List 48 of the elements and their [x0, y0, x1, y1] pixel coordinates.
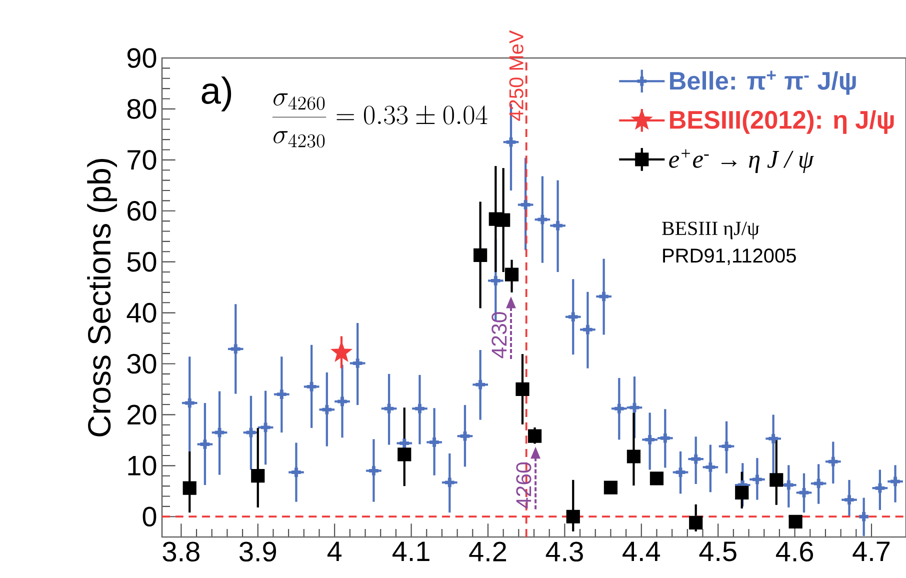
point: [398, 436, 411, 450]
y-tick-label: 0: [142, 506, 156, 527]
y-axis-title: Cross Sections (pb): [87, 159, 117, 436]
y-tick-label: 30: [127, 354, 156, 374]
y-tick-label: 70: [128, 150, 156, 170]
point: [182, 481, 196, 495]
point: [504, 268, 519, 282]
y-tick-label: 50: [127, 252, 156, 272]
point: [251, 469, 265, 483]
point: [516, 382, 530, 396]
y-tick-label: 90: [127, 48, 156, 68]
point: [650, 472, 664, 486]
annotation: a): [202, 76, 232, 112]
point: [528, 429, 542, 443]
point: [566, 510, 580, 524]
point: [604, 480, 618, 494]
annotation: BESIII ηJ/ψ: [662, 222, 760, 240]
annotation: $\frac{\sigma_{4260}}{\sigma_{4230}}=0.33\pm 0.04$: [272, 93, 488, 148]
y-tick-label: 10: [128, 456, 156, 476]
legend-label: Belle: π$^{+}$ π$^{-}$ J/ψ: [670, 70, 856, 95]
x-tick-label: 4.3: [546, 542, 583, 562]
y-tick-label: 60: [128, 200, 156, 221]
point: [626, 450, 641, 464]
x-tick-label: 4.5: [699, 542, 736, 562]
y-tick-label: 40: [126, 302, 156, 323]
annotation: 4260: [516, 462, 532, 509]
ref-line-label: 4250 MeV: [509, 30, 524, 121]
legend-label: BESIII(2012): η J/ψ: [670, 110, 894, 134]
x-tick-label: 3.9: [239, 542, 276, 562]
point: [770, 473, 784, 487]
annotation: 4230: [492, 312, 507, 358]
x-tick-label: 4.4: [622, 542, 660, 561]
point: [474, 248, 488, 262]
point: [857, 510, 870, 524]
x-tick-label: 4.6: [776, 542, 814, 562]
x-tick-label: 4.7: [852, 542, 890, 561]
point: [496, 213, 510, 227]
x-tick-label: 4.1: [392, 542, 430, 561]
legend-label: e$^{+}$e$^{-}$ → η J / ψ: [669, 149, 814, 174]
annotation: PRD91,112005: [663, 248, 796, 266]
point: [398, 448, 412, 462]
y-tick-label: 20: [128, 404, 156, 425]
point: [332, 342, 352, 361]
x-tick-label: 4: [327, 542, 342, 561]
point: [788, 514, 802, 529]
x-tick-label: 4.2: [469, 542, 506, 562]
x-tick-label: 3.8: [162, 542, 200, 562]
y-tick-label: 80: [127, 99, 156, 119]
